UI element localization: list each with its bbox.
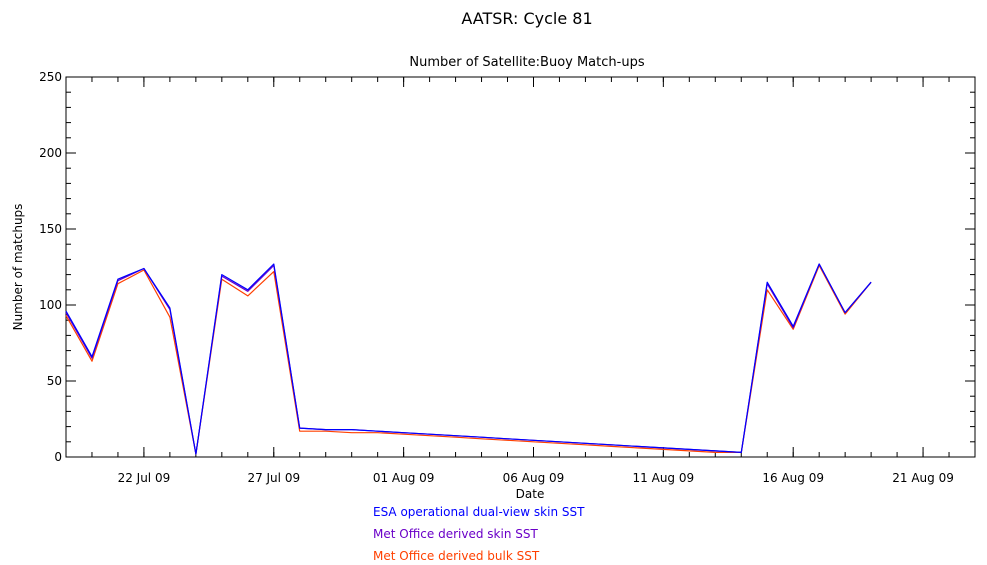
plot-frame [65, 76, 976, 458]
y-tick-label: 200 [39, 146, 62, 160]
x-axis-label: Date [516, 487, 545, 501]
series-line [65, 263, 872, 455]
y-tick-label: 250 [39, 70, 62, 84]
chart-subtitle: Number of Satellite:Buoy Match-ups [409, 55, 644, 70]
x-tick-label: 01 Aug 09 [373, 471, 435, 485]
legend-entry: ESA operational dual-view skin SST [373, 505, 585, 519]
y-tick-label: 50 [47, 374, 62, 388]
x-tick-label: 16 Aug 09 [762, 471, 824, 485]
x-tick-label: 06 Aug 09 [503, 471, 565, 485]
series-line [65, 264, 872, 455]
series-lines [65, 263, 872, 455]
x-tick-label: 22 Jul 09 [118, 471, 171, 485]
legend-entry: Met Office derived bulk SST [373, 549, 540, 563]
legend: ESA operational dual-view skin SST Met Of… [373, 505, 585, 563]
x-tick-label: 11 Aug 09 [633, 471, 695, 485]
x-tick-label: 27 Jul 09 [247, 471, 300, 485]
legend-entry: Met Office derived skin SST [373, 527, 538, 541]
series-line [65, 263, 872, 455]
y-tick-label: 150 [39, 222, 62, 236]
y-axis: 0 50 100 150 200 250 [39, 70, 975, 464]
y-tick-label: 100 [39, 298, 62, 312]
chart-title: AATSR: Cycle 81 [461, 9, 592, 28]
y-tick-label: 0 [54, 450, 62, 464]
y-axis-label: Number of matchups [11, 204, 25, 331]
x-axis: 22 Jul 09 27 Jul 09 01 Aug 09 06 Aug 09 11 A… [65, 77, 976, 485]
x-tick-label: 21 Aug 09 [892, 471, 954, 485]
